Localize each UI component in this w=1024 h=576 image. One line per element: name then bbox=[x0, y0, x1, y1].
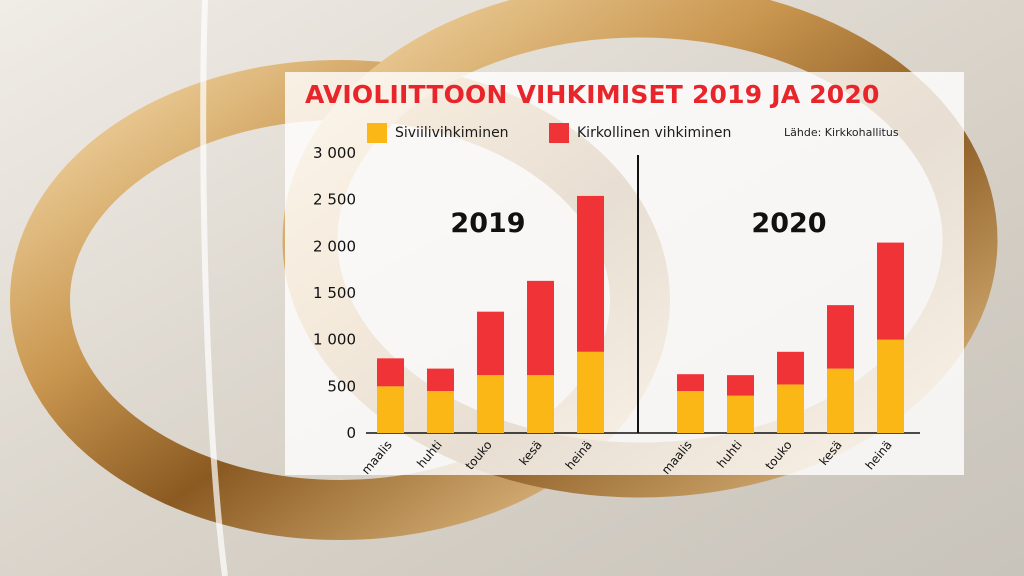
legend-swatch-church bbox=[549, 123, 569, 143]
y-tick-label: 500 bbox=[327, 377, 356, 395]
y-tick-label: 1 500 bbox=[313, 284, 356, 302]
bar-2020-maalis-civil bbox=[677, 391, 704, 433]
x-category-label: kesä bbox=[516, 438, 544, 468]
bar-2020-maalis-church bbox=[677, 374, 704, 391]
bar-2019-heinä-church bbox=[577, 195, 604, 352]
y-tick-label: 2 500 bbox=[313, 191, 356, 209]
year-label-2020: 2020 bbox=[751, 208, 826, 239]
y-tick-label: 3 000 bbox=[313, 144, 356, 162]
bar-2019-huhti-civil bbox=[427, 391, 454, 433]
x-category-label: heinä bbox=[863, 438, 895, 472]
bar-2019-kesä-civil bbox=[527, 375, 554, 433]
bar-2019-maalis-civil bbox=[377, 386, 404, 433]
bar-2019-kesä-church bbox=[527, 280, 554, 376]
bar-2019-touko-church bbox=[477, 311, 504, 376]
bar-2019-huhti-church bbox=[427, 368, 454, 391]
legend-item-church: Kirkollinen vihkiminen bbox=[549, 123, 731, 143]
bar-2019-maalis-church bbox=[377, 358, 404, 387]
x-category-label: huhti bbox=[714, 438, 745, 471]
legend-item-civil: Siviilivihkiminen bbox=[367, 123, 509, 143]
year-label-2019: 2019 bbox=[450, 208, 525, 239]
bar-2020-kesä-civil bbox=[827, 368, 854, 433]
legend-swatch-civil bbox=[367, 123, 387, 143]
legend-label-civil: Siviilivihkiminen bbox=[395, 125, 509, 141]
x-category-label: huhti bbox=[414, 438, 445, 471]
x-category-label: kesä bbox=[816, 438, 844, 468]
bar-2020-touko-church bbox=[777, 351, 804, 385]
x-category-label: touko bbox=[463, 438, 495, 473]
bar-2019-touko-civil bbox=[477, 375, 504, 433]
bar-2020-huhti-church bbox=[727, 375, 754, 396]
source-note: Lähde: Kirkkohallitus bbox=[784, 126, 899, 139]
y-tick-label: 1 000 bbox=[313, 331, 356, 349]
x-category-label: maalis bbox=[659, 438, 695, 477]
legend-label-church: Kirkollinen vihkiminen bbox=[577, 125, 732, 141]
x-category-label: maalis bbox=[359, 438, 395, 477]
bar-2019-heinä-civil bbox=[577, 351, 604, 433]
y-tick-label: 0 bbox=[346, 424, 356, 442]
bar-2020-kesä-church bbox=[827, 305, 854, 369]
bar-2020-heinä-church bbox=[877, 242, 904, 340]
bar-2020-touko-civil bbox=[777, 384, 804, 433]
bar-2020-heinä-civil bbox=[877, 339, 904, 433]
chart-title: AVIOLIITTOON VIHKIMISET 2019 JA 2020 bbox=[305, 80, 880, 109]
bar-2020-huhti-civil bbox=[727, 395, 754, 433]
x-category-label: touko bbox=[763, 438, 795, 473]
x-category-label: heinä bbox=[563, 438, 595, 472]
y-tick-label: 2 000 bbox=[313, 237, 356, 255]
